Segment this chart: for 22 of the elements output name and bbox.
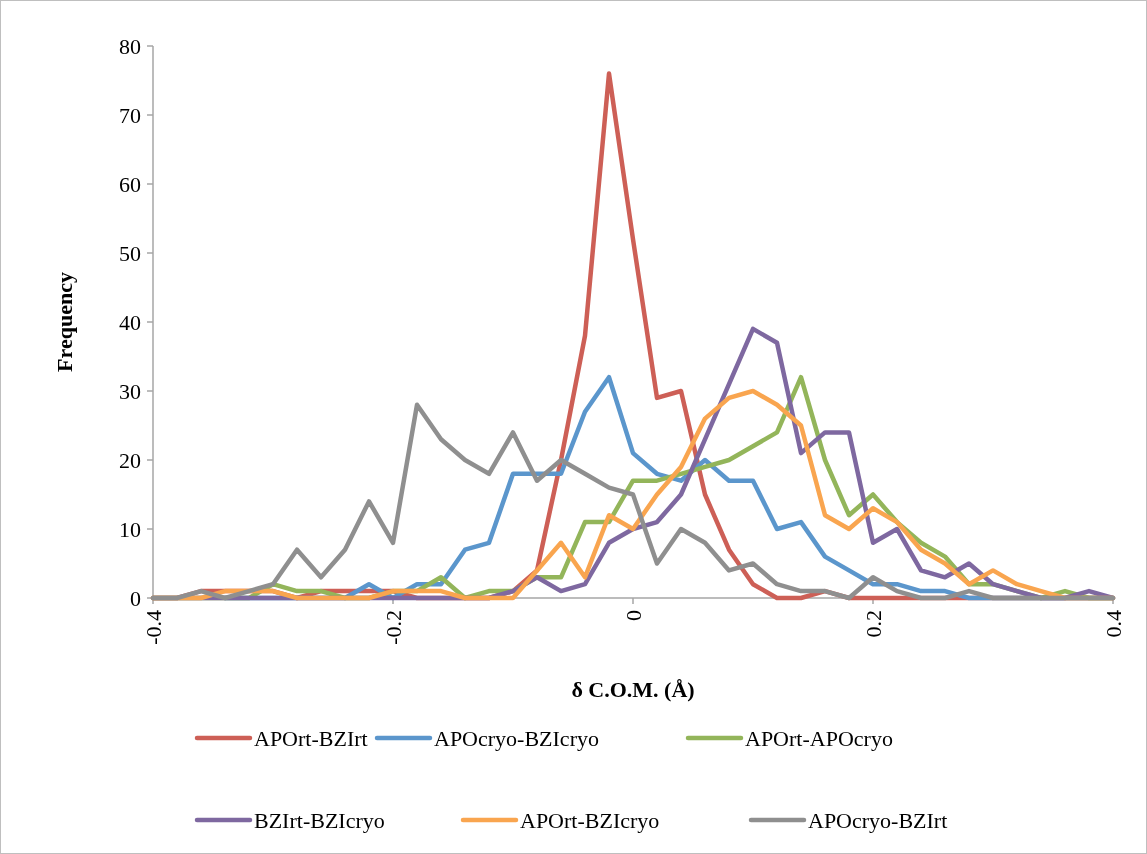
y-tick-label: 10 [119, 516, 141, 542]
y-axis-title: Frequency [52, 272, 77, 372]
y-tick-label: 40 [119, 309, 141, 335]
y-tick-label: 60 [119, 171, 141, 197]
legend-label: APOrt-BZIrt [254, 725, 368, 751]
legend-label: APOcryo-BZIrt [808, 807, 948, 833]
y-tick-label: 70 [119, 102, 141, 128]
y-tick-label: 20 [119, 447, 141, 473]
y-tick-label: 30 [119, 378, 141, 404]
y-tick-label: 0 [130, 585, 141, 611]
legend-label: APOrt-BZIcryo [520, 807, 660, 833]
x-tick-label: -0.4 [140, 610, 166, 645]
x-axis-title: δ C.O.M. (Å) [571, 677, 695, 702]
y-tick-label: 80 [119, 33, 141, 59]
legend-label: APOrt-APOcryo [745, 725, 893, 751]
x-tick-label: 0.2 [860, 610, 886, 638]
x-tick-label: 0.4 [1100, 610, 1126, 638]
legend-label: BZIrt-BZIcryo [254, 807, 385, 833]
legend-label: APOcryo-BZIcryo [434, 725, 599, 751]
x-tick-label: 0 [620, 610, 646, 621]
y-tick-label: 50 [119, 240, 141, 266]
x-tick-label: -0.2 [380, 610, 406, 645]
